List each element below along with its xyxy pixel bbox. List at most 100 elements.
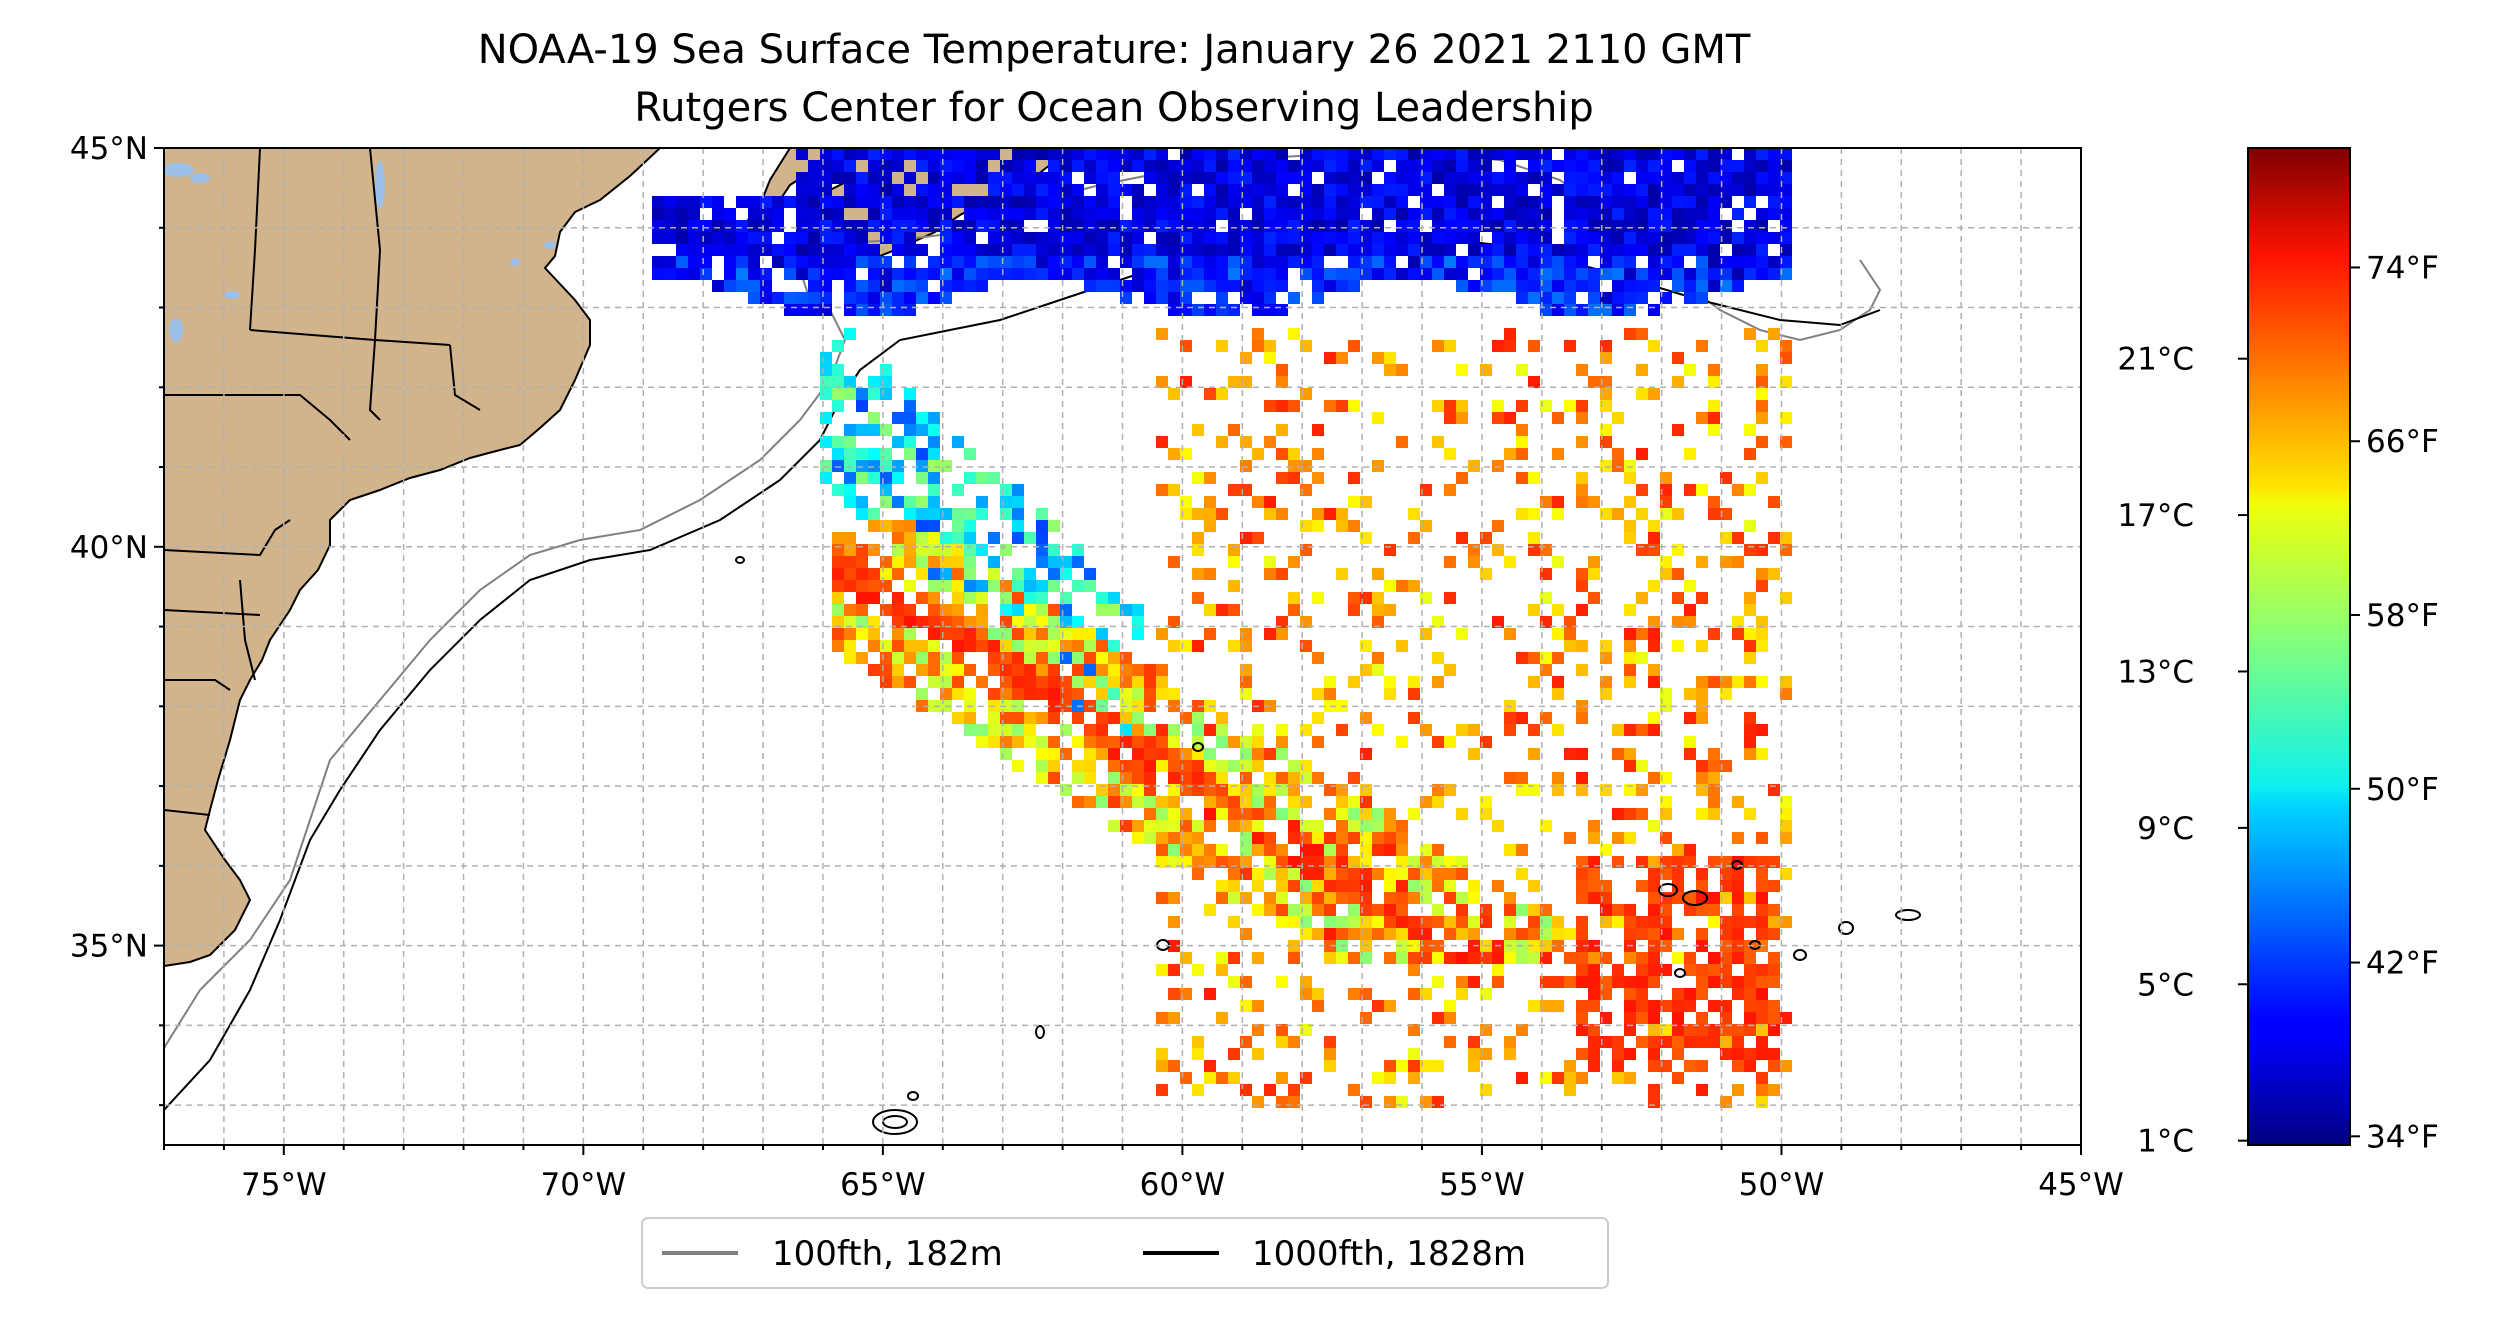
sst-cell [964,160,976,172]
sst-cell [1048,736,1060,748]
sst-cell [1396,184,1408,196]
sst-cell [1432,436,1444,448]
sst-cell [1720,916,1732,928]
sst-cell [1348,832,1360,844]
sst-cell [964,232,976,244]
sst-cell [1684,964,1696,976]
sst-cell [1672,424,1684,436]
sst-cell [1072,220,1084,232]
sst-cell [1228,220,1240,232]
sst-cell [1588,148,1600,160]
chart-title: NOAA-19 Sea Surface Temperature: January… [478,27,1751,73]
sst-cell [1396,820,1408,832]
sst-cell [1636,172,1648,184]
sst-cell [1228,640,1240,652]
sst-cell [1300,760,1312,772]
sst-cell [796,268,808,280]
sst-cell [1072,772,1084,784]
sst-cell [1156,676,1168,688]
sst-cell [1432,616,1444,628]
sst-cell [976,508,988,520]
sst-cell [1264,868,1276,880]
sst-cell [1732,832,1744,844]
sst-cell [1636,448,1648,460]
sst-cell [1564,616,1576,628]
sst-cell [1756,436,1768,448]
sst-cell [1060,676,1072,688]
sst-cell [1528,340,1540,352]
sst-cell [1336,916,1348,928]
sst-cell [1720,472,1732,484]
sst-cell [1600,292,1612,304]
sst-cell [1228,232,1240,244]
sst-cell [952,580,964,592]
sst-cell [904,520,916,532]
sst-cell [1060,208,1072,220]
sst-cell [1756,628,1768,640]
sst-cell [1192,148,1204,160]
sst-cell [1084,676,1096,688]
sst-cell [1276,1072,1288,1084]
sst-cell [1492,880,1504,892]
sst-cell [892,412,904,424]
sst-cell [928,508,940,520]
sst-cell [1036,184,1048,196]
sst-cell [1624,268,1636,280]
sst-cell [1756,1024,1768,1036]
sst-cell [1576,472,1588,484]
sst-cell [964,664,976,676]
sst-cell [676,244,688,256]
sst-cell [1480,208,1492,220]
sst-cell [1084,568,1096,580]
sst-cell [1384,1072,1396,1084]
sst-cell [1564,232,1576,244]
sst-cell [1264,244,1276,256]
sst-cell [1012,676,1024,688]
sst-cell [1588,1060,1600,1072]
sst-cell [1708,676,1720,688]
sst-cell [1600,256,1612,268]
sst-cell [1588,496,1600,508]
sst-cell [820,280,832,292]
sst-cell [1000,220,1012,232]
sst-cell [1264,568,1276,580]
sst-cell [1228,280,1240,292]
sst-cell [1768,532,1780,544]
sst-cell [1696,292,1708,304]
sst-cell [1504,220,1516,232]
sst-cell [1684,364,1696,376]
sst-cell [844,184,856,196]
lat-tick-label: 35°N [70,929,148,965]
sst-cell [1420,928,1432,940]
sst-cell [1408,880,1420,892]
sst-cell [1552,676,1564,688]
sst-cell [1336,208,1348,220]
sst-cell [1588,1000,1600,1012]
sst-cell [1408,220,1420,232]
sst-cell [892,568,904,580]
colorbar: 1°C5°C9°C13°C17°C21°C 34°F42°F50°F58°F66… [2117,147,2439,1160]
sst-cell [1612,232,1624,244]
sst-cell [1288,952,1300,964]
sst-cell [1648,544,1660,556]
sst-cell [1108,736,1120,748]
sst-cell [1504,1036,1516,1048]
sst-cell [1504,556,1516,568]
sst-cell [1012,712,1024,724]
sst-cell [1708,508,1720,520]
sst-cell [868,244,880,256]
sst-cell [1168,748,1180,760]
sst-cell [1108,784,1120,796]
sst-cell [1480,172,1492,184]
sst-cell [964,544,976,556]
sst-cell [748,232,760,244]
sst-cell [832,388,844,400]
sst-cell [1552,268,1564,280]
sst-cell [1168,784,1180,796]
sst-cell [1228,760,1240,772]
sst-cell [1168,988,1180,1000]
sst-cell [1000,496,1012,508]
sst-cell [988,640,1000,652]
sst-cell [1576,256,1588,268]
sst-cell [1744,520,1756,532]
